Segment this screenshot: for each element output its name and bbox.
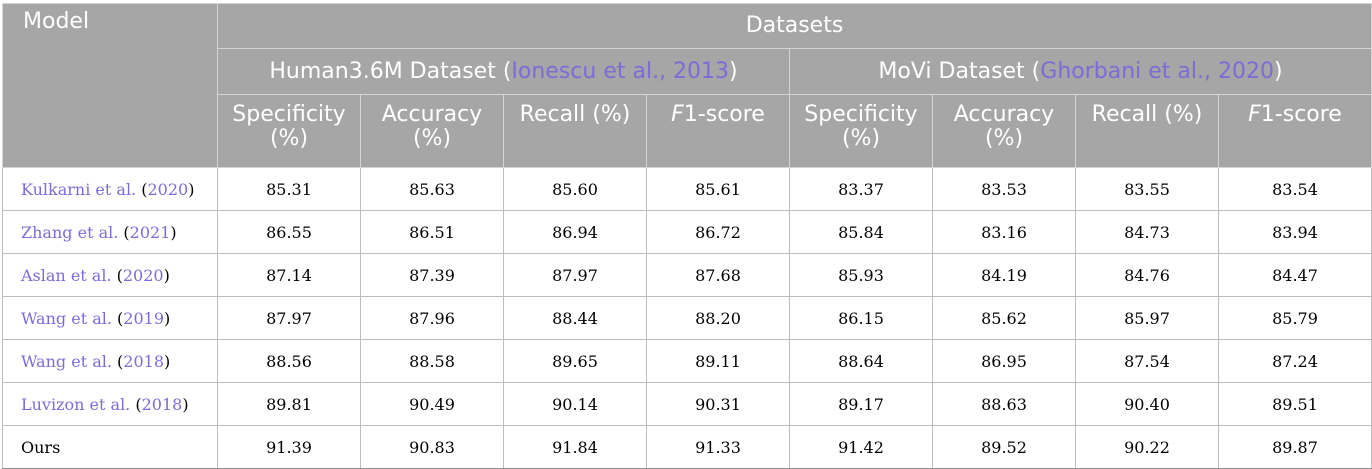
value-cell: 85.63 (360, 167, 504, 211)
human36m-specificity-header: Specificity (%) (217, 94, 361, 168)
value-cell: 88.64 (789, 339, 933, 383)
table-row: Zhang et al. (2021) 86.55 86.51 86.94 86.72 8… (2, 210, 1372, 254)
value-cell: 89.17 (789, 382, 933, 426)
human36m-accuracy-header: Accuracy (%) (360, 94, 504, 168)
value-cell: 87.97 (217, 296, 361, 340)
value-cell: 86.55 (217, 210, 361, 254)
table-row: Aslan et al. (2020) 87.14 87.39 87.97 87.68 8… (2, 253, 1372, 297)
value-cell: 84.19 (932, 253, 1076, 297)
value-cell: 87.54 (1075, 339, 1219, 383)
value-cell: 85.62 (932, 296, 1076, 340)
year-citation-link[interactable]: 2018 (141, 394, 183, 414)
datasets-header: Datasets (217, 3, 1372, 49)
value-cell: 89.52 (932, 425, 1076, 469)
value-cell: 83.94 (1218, 210, 1372, 254)
model-name-cell: Ours (2, 425, 218, 469)
value-cell: 87.68 (646, 253, 790, 297)
value-cell: 86.95 (932, 339, 1076, 383)
value-cell: 87.24 (1218, 339, 1372, 383)
year-citation-link[interactable]: 2020 (147, 179, 189, 199)
value-cell: 90.22 (1075, 425, 1219, 469)
table-row: Luvizon et al. (2018) 89.81 90.49 90.14 90.3… (2, 382, 1372, 426)
model-name-cell: Wang et al. (2018) (2, 339, 218, 383)
model-name-cell: Kulkarni et al. (2020) (2, 167, 218, 211)
value-cell: 83.54 (1218, 167, 1372, 211)
table-row: Kulkarni et al. (2020) 85.31 85.63 85.60 85.… (2, 167, 1372, 211)
value-cell: 84.47 (1218, 253, 1372, 297)
movi-accuracy-header: Accuracy (%) (932, 94, 1076, 168)
movi-citation-link[interactable]: Ghorbani et al., 2020 (1040, 58, 1274, 84)
movi-specificity-header: Specificity (%) (789, 94, 933, 168)
value-cell: 86.15 (789, 296, 933, 340)
table-row: Ours 91.39 90.83 91.84 91.33 91.42 89.52 90.22 8… (2, 425, 1372, 469)
value-cell: 89.51 (1218, 382, 1372, 426)
value-cell: 89.87 (1218, 425, 1372, 469)
year-citation-link[interactable]: 2021 (129, 222, 171, 242)
value-cell: 87.14 (217, 253, 361, 297)
value-cell: 91.39 (217, 425, 361, 469)
value-cell: 85.97 (1075, 296, 1219, 340)
value-cell: 85.61 (646, 167, 790, 211)
value-cell: 90.14 (503, 382, 647, 426)
author-citation-link[interactable]: Wang et al. (21, 308, 112, 328)
value-cell: 86.72 (646, 210, 790, 254)
value-cell: 85.84 (789, 210, 933, 254)
table-row: Wang et al. (2018) 88.56 88.58 89.65 89.11 88… (2, 339, 1372, 383)
author-citation-link[interactable]: Kulkarni et al. (21, 179, 137, 199)
value-cell: 83.53 (932, 167, 1076, 211)
author-citation-link[interactable]: Wang et al. (21, 351, 112, 371)
value-cell: 85.31 (217, 167, 361, 211)
value-cell: 89.11 (646, 339, 790, 383)
model-name-cell: Aslan et al. (2020) (2, 253, 218, 297)
year-citation-link[interactable]: 2018 (123, 351, 164, 371)
value-cell: 85.60 (503, 167, 647, 211)
value-cell: 86.94 (503, 210, 647, 254)
value-cell: 86.51 (360, 210, 504, 254)
value-cell: 87.96 (360, 296, 504, 340)
results-table: Model Datasets Human3.6M Dataset (Ionesc… (2, 3, 1372, 469)
author-citation-link[interactable]: Zhang et al. (21, 222, 119, 242)
human36m-citation-link[interactable]: Ionescu et al., 2013 (511, 58, 730, 84)
value-cell: 83.37 (789, 167, 933, 211)
author-citation-link[interactable]: Luvizon et al. (21, 394, 131, 414)
value-cell: 89.65 (503, 339, 647, 383)
value-cell: 84.73 (1075, 210, 1219, 254)
value-cell: 85.93 (789, 253, 933, 297)
value-cell: 85.79 (1218, 296, 1372, 340)
author-citation-link[interactable]: Aslan et al. (21, 265, 112, 285)
human36m-f1-score-header: F1-score (646, 94, 790, 168)
movi-dataset-header: MoVi Dataset (Ghorbani et al., 2020) (789, 48, 1372, 95)
movi-f1-score-header: F1-score (1218, 94, 1372, 168)
value-cell: 87.39 (360, 253, 504, 297)
value-cell: 88.63 (932, 382, 1076, 426)
value-cell: 84.76 (1075, 253, 1219, 297)
table-row: Wang et al. (2019) 87.97 87.96 88.44 88.20 86… (2, 296, 1372, 340)
year-citation-link[interactable]: 2020 (122, 265, 164, 285)
value-cell: 90.40 (1075, 382, 1219, 426)
value-cell: 90.31 (646, 382, 790, 426)
value-cell: 90.83 (360, 425, 504, 469)
value-cell: 91.42 (789, 425, 933, 469)
value-cell: 88.56 (217, 339, 361, 383)
model-column-header: Model (2, 3, 218, 168)
year-citation-link[interactable]: 2019 (123, 308, 164, 328)
value-cell: 83.16 (932, 210, 1076, 254)
movi-recall-header: Recall (%) (1075, 94, 1219, 168)
value-cell: 88.58 (360, 339, 504, 383)
value-cell: 91.84 (503, 425, 647, 469)
value-cell: 88.44 (503, 296, 647, 340)
model-name-cell: Zhang et al. (2021) (2, 210, 218, 254)
human36m-recall-header: Recall (%) (503, 94, 647, 168)
value-cell: 88.20 (646, 296, 790, 340)
value-cell: 89.81 (217, 382, 361, 426)
value-cell: 90.49 (360, 382, 504, 426)
value-cell: 87.97 (503, 253, 647, 297)
model-name-cell: Luvizon et al. (2018) (2, 382, 218, 426)
model-name-cell: Wang et al. (2019) (2, 296, 218, 340)
value-cell: 83.55 (1075, 167, 1219, 211)
human36m-dataset-header: Human3.6M Dataset (Ionescu et al., 2013) (217, 48, 790, 95)
value-cell: 91.33 (646, 425, 790, 469)
